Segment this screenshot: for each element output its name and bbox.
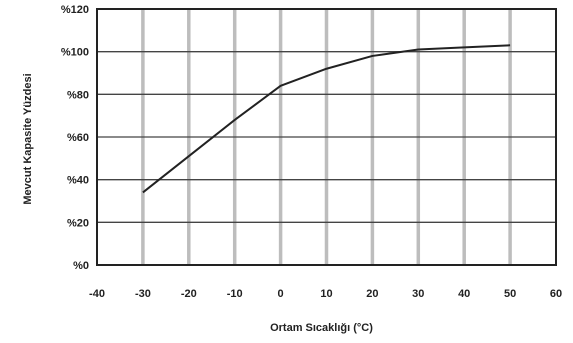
series-line: [142, 44, 511, 194]
x-tick-label: 40: [458, 288, 470, 300]
x-tick-label: -20: [181, 288, 197, 300]
grid: [97, 9, 556, 265]
y-tick-label: %80: [67, 89, 89, 101]
plot-frame: [96, 8, 557, 266]
y-tick-label: %40: [67, 175, 89, 187]
x-tick-label: 10: [320, 288, 332, 300]
y-tick-label: %120: [61, 4, 89, 16]
y-tick-labels: %0 %20 %40 %60 %80 %100 %120: [61, 4, 89, 272]
x-tick-label: -30: [135, 288, 151, 300]
x-tick-label: 30: [412, 288, 424, 300]
x-tick-label: 50: [504, 288, 516, 300]
y-tick-label: %20: [67, 217, 89, 229]
y-tick-label: %100: [61, 47, 89, 59]
x-tick-label: 60: [550, 288, 562, 300]
x-tick-labels: -40 -30 -20 -10 0 10 20 30 40 50 60: [89, 288, 562, 300]
y-tick-label: %60: [67, 132, 89, 144]
x-tick-label: 0: [278, 288, 284, 300]
x-axis-label: Ortam Sıcaklığı (°C): [270, 322, 373, 334]
series-group: [142, 44, 511, 194]
x-tick-label: -10: [227, 288, 243, 300]
y-axis-label: Mevcut Kapasite Yüzdesi: [22, 73, 34, 204]
y-tick-label: %0: [73, 260, 89, 272]
x-tick-label: 20: [366, 288, 378, 300]
x-tick-label: -40: [89, 288, 105, 300]
